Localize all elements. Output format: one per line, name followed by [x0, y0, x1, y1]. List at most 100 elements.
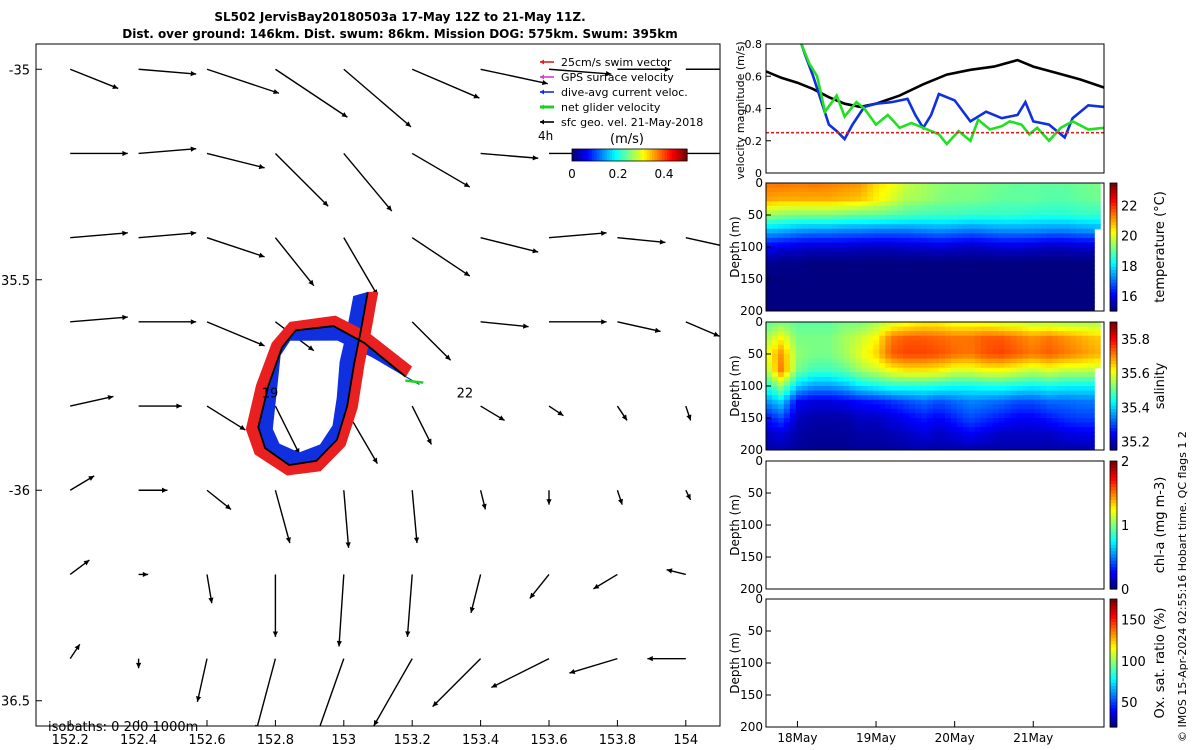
oxygen-colorbar-tick-label: 100: [1121, 655, 1146, 670]
temperature-cell: [1028, 196, 1036, 202]
salinity-cell: [903, 363, 910, 369]
salinity-cell: [831, 367, 839, 373]
temperature-cell: [933, 187, 940, 193]
salinity-cell: [956, 354, 964, 360]
salinity-cell: [825, 367, 833, 373]
temperature-cell: [861, 215, 869, 221]
salinity-cell: [885, 376, 892, 383]
temperature-cell: [1010, 274, 1018, 280]
temperature-cell: [766, 219, 773, 225]
salinity-cell: [855, 427, 863, 433]
salinity-cell: [807, 408, 815, 415]
salinity-cell: [867, 326, 875, 332]
temperature-cell: [1058, 274, 1065, 280]
temperature-cell: [885, 201, 892, 207]
salinity-cell: [998, 436, 1006, 442]
salinity-cell: [831, 418, 839, 424]
temperature-cell: [1058, 215, 1065, 221]
current-vector-head: [258, 341, 265, 347]
temperature-cell: [783, 215, 791, 221]
temperature-cell: [807, 201, 815, 207]
salinity-cell: [849, 418, 857, 424]
salinity-cell: [986, 390, 994, 396]
salinity-cell: [849, 399, 857, 405]
temperature-cell: [843, 205, 851, 212]
salinity-cell: [1058, 418, 1065, 424]
temperature-cell: [867, 247, 875, 253]
salinity-colorbar-cell: [1110, 411, 1117, 416]
salinity-cell: [1088, 445, 1095, 450]
temperature-cell: [813, 274, 821, 280]
chlorophyll-colorbar-tick-label: 0: [1121, 583, 1129, 598]
temperature-cell: [980, 201, 988, 207]
salinity-cell: [789, 408, 797, 415]
temperature-cell: [885, 269, 892, 276]
temperature-cell: [777, 301, 785, 308]
salinity-cell: [813, 431, 821, 437]
salinity-cell: [867, 408, 875, 415]
salinity-cell: [795, 376, 803, 383]
salinity-cell: [915, 386, 922, 392]
salinity-cell: [1040, 331, 1048, 337]
salinity-cell: [1076, 440, 1083, 447]
salinity-cell: [962, 363, 970, 369]
salinity-cell: [795, 422, 803, 428]
salinity-cell: [1070, 358, 1077, 364]
temperature-cell: [986, 192, 994, 198]
oxygen-colorbar-cell: [1110, 679, 1117, 683]
salinity-cell: [1088, 335, 1095, 341]
chlorophyll-colorbar-cell: [1110, 480, 1117, 484]
salinity-cell: [1088, 440, 1095, 447]
temperature-cell: [950, 269, 958, 276]
salinity-cell: [813, 422, 821, 428]
colorbar-tick-label: 0: [568, 167, 576, 181]
salinity-cell: [944, 436, 952, 442]
temperature-cell: [974, 274, 982, 280]
chlorophyll-colorbar-tick-label: 2: [1121, 455, 1129, 470]
salinity-y-tick-label: 50: [748, 347, 763, 361]
salinity-cell: [1022, 331, 1030, 337]
temperature-cell: [831, 297, 839, 303]
temperature-cell: [1034, 297, 1042, 303]
salinity-cell: [950, 413, 958, 419]
temperature-cell: [1070, 219, 1077, 225]
salinity-cell: [813, 413, 821, 419]
salinity-cell: [783, 413, 791, 419]
oxygen-colorbar-cell: [1110, 695, 1117, 699]
salinity-cell: [956, 358, 964, 364]
temperature-cell: [1064, 306, 1071, 311]
temperature-cell: [1076, 233, 1083, 239]
current-vector-shaft: [274, 490, 291, 544]
salinity-cell: [980, 363, 988, 369]
salinity-cell: [766, 404, 773, 410]
salinity-cell: [1040, 408, 1048, 415]
salinity-cell: [843, 422, 851, 428]
temperature-cell: [855, 187, 863, 193]
temperature-cell: [1010, 187, 1018, 193]
temperature-cell: [1064, 288, 1071, 294]
salinity-cell: [1004, 376, 1012, 383]
temperature-cell: [933, 283, 940, 289]
salinity-colorbar-cell: [1110, 322, 1117, 326]
temperature-cell: [1094, 210, 1101, 216]
salinity-cell: [861, 440, 869, 447]
temperature-cell: [956, 242, 964, 248]
salinity-cell: [891, 390, 898, 396]
temperature-cell: [950, 219, 958, 225]
salinity-colorbar-cell: [1110, 386, 1117, 390]
temperature-cell: [885, 292, 892, 298]
salinity-cell: [1004, 354, 1012, 360]
temperature-cell: [891, 292, 898, 298]
temperature-cell: [968, 269, 976, 276]
temperature-cell: [831, 301, 839, 308]
salinity-cell: [807, 349, 815, 355]
chlorophyll-y-tick-label: 0: [755, 454, 763, 468]
temperature-cell: [998, 297, 1006, 303]
salinity-cell: [980, 436, 988, 442]
temperature-cell: [873, 251, 881, 257]
salinity-cell: [974, 372, 982, 378]
salinity-cell: [867, 372, 875, 378]
temperature-cell: [974, 233, 982, 239]
temperature-cell: [986, 187, 994, 193]
salinity-cell: [879, 358, 887, 364]
